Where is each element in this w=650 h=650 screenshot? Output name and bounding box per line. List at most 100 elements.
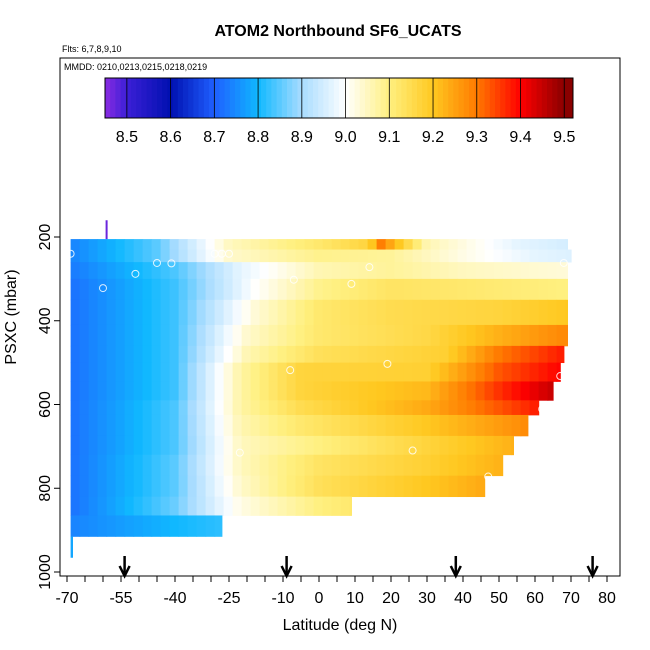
- heatmap-cell: [430, 362, 441, 382]
- colorbar-segment: [396, 78, 402, 118]
- heatmap-cell: [88, 496, 99, 516]
- heatmap-cell: [367, 435, 378, 456]
- colorbar-tick-label: 9.5: [553, 129, 575, 146]
- heatmap-cell: [484, 435, 495, 456]
- colorbar-segment: [125, 78, 132, 118]
- heatmap-cell: [349, 496, 352, 516]
- heatmap-cell: [520, 299, 531, 326]
- heatmap-cell: [493, 278, 504, 301]
- heatmap-cell: [331, 362, 342, 382]
- heatmap-cell: [313, 299, 324, 326]
- heatmap-cell: [403, 475, 414, 498]
- colorbar-segment: [365, 78, 371, 118]
- heatmap-cell: [466, 262, 477, 280]
- heatmap-cell: [511, 362, 522, 382]
- heatmap-cell: [511, 435, 514, 456]
- heatmap-cell: [340, 435, 351, 456]
- heatmap-cell: [178, 239, 189, 250]
- heatmap-cell: [259, 249, 270, 263]
- heatmap-cell: [376, 299, 387, 326]
- heatmap-cell: [412, 239, 423, 250]
- colorbar-segment: [307, 78, 314, 118]
- x-tick-label: 0: [315, 590, 324, 607]
- heatmap-cell: [457, 278, 468, 301]
- heatmap-cell: [169, 299, 180, 326]
- heatmap-cell: [223, 299, 234, 326]
- heatmap-cell: [115, 414, 126, 437]
- heatmap-cell: [358, 454, 369, 477]
- heatmap-cell: [421, 475, 432, 498]
- colorbar-segment: [177, 78, 184, 118]
- x-tick-label: 40: [454, 590, 472, 607]
- heatmap-cell: [322, 414, 333, 437]
- heatmap-cell: [223, 496, 234, 516]
- colorbar-segment: [188, 78, 194, 118]
- heatmap-cell: [79, 299, 90, 326]
- heatmap-cell: [178, 362, 189, 382]
- colorbar-segment: [146, 78, 153, 118]
- heatmap-cell: [466, 278, 477, 301]
- heatmap-cell: [259, 278, 270, 301]
- heatmap-cell: [448, 262, 459, 280]
- heatmap-cell: [340, 324, 351, 347]
- heatmap-cell: [88, 262, 99, 280]
- heatmap-cells: [70, 239, 572, 558]
- heatmap-cell: [250, 435, 261, 456]
- heatmap-cell: [385, 249, 396, 263]
- heatmap-cell: [115, 278, 126, 301]
- y-axis: 200 400 600 800 1000: [37, 224, 60, 590]
- heatmap-cell: [160, 454, 171, 477]
- heatmap-cell: [142, 381, 153, 401]
- heatmap-cell: [511, 414, 522, 437]
- heatmap-cell: [286, 435, 297, 456]
- heatmap-cell: [268, 435, 279, 456]
- heatmap-cell: [178, 381, 189, 401]
- heatmap-cell: [286, 239, 297, 250]
- heatmap-cell: [223, 435, 234, 456]
- heatmap-cell: [493, 414, 504, 437]
- heatmap-cell: [106, 324, 117, 347]
- heatmap-cell: [349, 435, 360, 456]
- heatmap-cell: [88, 400, 99, 416]
- heatmap-cell: [448, 249, 459, 263]
- heatmap-cell: [115, 299, 126, 326]
- heatmap-cell: [376, 381, 387, 401]
- heatmap-cell: [106, 435, 117, 456]
- flight-arrow-head: [280, 565, 293, 579]
- colorbar-segment: [495, 78, 501, 118]
- heatmap-cell: [205, 262, 216, 280]
- colorbar-segment: [323, 78, 330, 118]
- colorbar-segment: [235, 78, 241, 118]
- plot-frame: [59, 57, 621, 577]
- heatmap-cell: [259, 454, 270, 477]
- heatmap-cell: [457, 381, 468, 401]
- heatmap-cell: [322, 362, 333, 382]
- heatmap-cell: [205, 278, 216, 301]
- x-tick-label: -25: [217, 590, 240, 607]
- heatmap-cell: [70, 536, 73, 558]
- heatmap-cell: [124, 475, 135, 498]
- heatmap-cell: [538, 345, 549, 364]
- heatmap-cell: [412, 249, 423, 263]
- colorbar-segment: [531, 78, 538, 118]
- heatmap-cell: [385, 262, 396, 280]
- heatmap-cell: [259, 414, 270, 437]
- heatmap-cell: [97, 249, 108, 263]
- heatmap-cell: [502, 345, 513, 364]
- colorbar-segment: [567, 78, 574, 118]
- heatmap-cell: [124, 262, 135, 280]
- heatmap-cell: [196, 435, 207, 456]
- colorbar-segment: [287, 78, 293, 118]
- heatmap-cell: [340, 239, 351, 250]
- heatmap-cell: [385, 475, 396, 498]
- heatmap-cell: [241, 435, 252, 456]
- heatmap-cell: [439, 262, 450, 280]
- heatmap-cell: [475, 345, 486, 364]
- heatmap-cell: [313, 278, 324, 301]
- heatmap-cell: [97, 239, 108, 250]
- heatmap-cell: [232, 249, 243, 263]
- heatmap-cell: [556, 262, 567, 280]
- x-tick-label: 70: [562, 590, 580, 607]
- heatmap-cell: [520, 249, 531, 263]
- heatmap-cell: [241, 324, 252, 347]
